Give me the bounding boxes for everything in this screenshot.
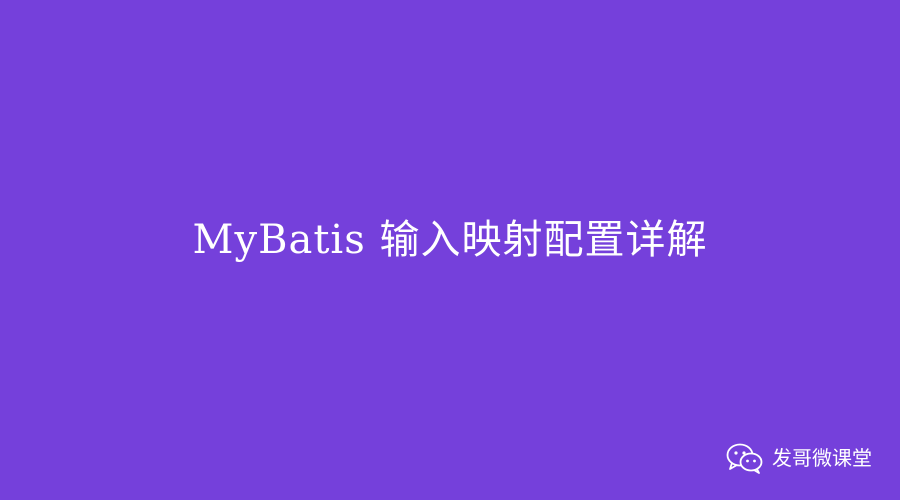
wechat-icon xyxy=(726,443,763,474)
account-name: 发哥微课堂 xyxy=(772,446,872,470)
cover-title: MyBatis 输入映射配置详解 xyxy=(192,217,708,263)
account-watermark: 发哥微课堂 xyxy=(726,442,872,474)
